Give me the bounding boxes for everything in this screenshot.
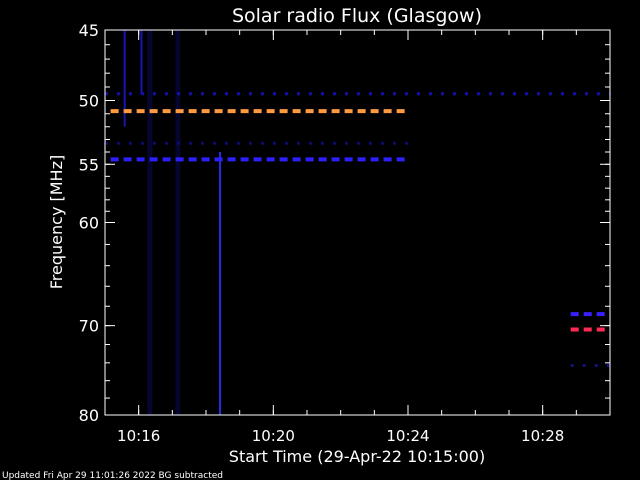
vertical-feature	[219, 151, 222, 416]
x-tick-label: 10:28	[521, 427, 564, 445]
vertical-feature	[140, 30, 143, 94]
y-tick-label: 50	[79, 92, 99, 111]
x-tick-label: 10:20	[252, 427, 295, 445]
vertical-feature	[175, 30, 181, 415]
y-tick-label: 45	[79, 21, 99, 40]
chart-title: Solar radio Flux (Glasgow)	[232, 5, 482, 27]
y-tick-label: 80	[79, 406, 99, 425]
x-axis-ticks: 10:16 10:20 10:24 10:28	[104, 30, 611, 445]
vertical-feature	[147, 30, 153, 415]
plot-area	[105, 30, 610, 415]
x-tick-label: 10:24	[386, 427, 429, 445]
y-tick-label: 55	[79, 155, 99, 174]
footer-text: Updated Fri Apr 29 11:01:26 2022 BG subt…	[2, 471, 223, 480]
spectrogram-layer	[105, 30, 610, 416]
plot-frame	[104, 29, 611, 416]
x-axis-label: Start Time (29-Apr-22 10:15:00)	[229, 447, 485, 466]
y-tick-label: 70	[79, 317, 99, 336]
vertical-feature	[123, 30, 126, 127]
y-tick-label: 60	[79, 214, 99, 233]
x-tick-label: 10:16	[117, 427, 160, 445]
y-axis-label: Frequency [MHz]	[47, 155, 66, 289]
